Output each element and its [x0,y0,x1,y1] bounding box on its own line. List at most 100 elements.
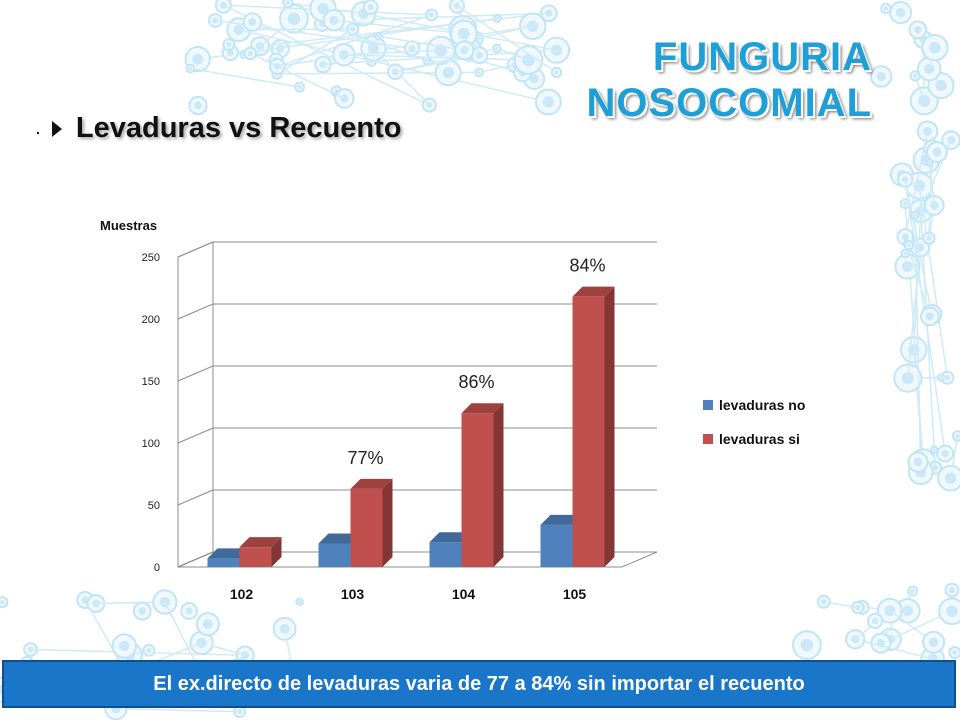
footer-banner: El ex.directo de levaduras varia de 77 a… [2,660,956,708]
x-tick-label: 104 [452,586,476,602]
bar-front [540,524,573,567]
bubble-link [115,707,240,713]
slide-title: FUNGURIA NOSOCOMIAL [586,34,872,126]
bubble-core [932,147,942,157]
bubble-core [554,70,559,75]
slide-title-line2: NOSOCOMIAL [586,81,872,125]
bar-si-103 [350,478,393,567]
bar-top [429,532,472,543]
legend-label: levaduras no [719,397,805,413]
bubble-core [901,233,909,241]
bubble-core [928,161,931,164]
footer-text: El ex.directo de levaduras varia de 77 a… [153,672,805,695]
bubble-core [367,3,374,11]
bar-si-102 [239,537,282,567]
slide-title-line1: FUNGURIA [652,35,872,79]
bubble-link [496,47,529,61]
bubble-link [333,19,464,35]
bubble-core [460,46,469,55]
bubble-core [247,50,253,56]
bubble-link [914,215,922,473]
data-label: 84% [569,256,605,276]
bubble-core [929,41,941,54]
bar-top [572,286,615,297]
x-tick-label: 102 [230,586,254,602]
bubble-core [925,312,934,321]
bubble-core [913,73,918,78]
legend-swatch [703,434,713,444]
bubble-link [378,35,465,51]
bubble-core [92,599,100,608]
bubble-link [855,638,933,660]
bubble-core [949,587,955,594]
bubble-core [317,2,329,15]
gridline-diagonal [177,551,214,568]
bubble-core [903,201,908,206]
bubble-core [913,457,923,467]
bubble-core [529,74,539,84]
data-label: 86% [458,372,494,392]
bubble-core [475,51,484,59]
bubble-core [871,617,879,625]
legend-swatch [703,400,713,410]
bar-top [207,548,250,559]
bubble-link [456,5,557,74]
gridline-diagonal [177,303,214,320]
bubble-core [138,607,147,615]
slide-subtitle: . Levaduras vs Recuento [36,112,401,145]
bubble-core [408,45,416,52]
bubble-core [276,44,285,53]
bubble-core [821,599,827,605]
gridline-diagonal [177,241,214,258]
bubble-core [285,0,290,5]
bubble-link [478,64,516,74]
bubble-core [279,623,290,634]
bar-top [540,514,583,525]
y-tick-label: 150 [142,376,160,388]
data-label: 77% [347,448,383,468]
bubble-core [202,619,213,630]
bubble-link [928,162,935,206]
bullet-dot: . [36,120,40,137]
bubble-core [542,96,554,108]
bubble-link [904,131,929,237]
bubble-core [932,448,936,452]
legend-label: levaduras si [719,431,800,447]
gridline-diagonal [177,427,214,444]
bar-front [239,547,272,567]
bubble-core [946,605,958,617]
bullet-arrow-icon [51,120,62,137]
bubble-link [343,53,529,61]
bubble-core [298,600,302,604]
bubble-link [250,52,345,100]
bubble-core [944,472,957,484]
bar-front [461,413,494,567]
bar-side [493,403,504,567]
bubble-core [192,53,204,65]
bubble-link [918,185,949,378]
bubble-link [343,49,441,56]
bubble-core [906,243,911,248]
bar-side [382,478,393,567]
bar-top [350,478,393,489]
bar-front [318,543,351,567]
bubble-core [939,376,943,379]
bar-top [239,537,282,548]
bar-side [604,286,615,567]
bubble-core [442,66,454,79]
bubble-core [883,6,889,11]
bar-front [572,296,605,567]
bar-top [461,403,504,414]
y-tick-label: 200 [142,314,160,326]
bars [207,286,615,567]
bubble-core [901,261,913,273]
y-tick-label: 0 [154,562,160,574]
bubble-core [855,604,861,611]
bubble-core [952,650,958,656]
bar-si-105 [572,286,615,567]
bubble-core [226,42,232,47]
bubble-core [185,607,193,615]
x-tick-label: 103 [341,586,365,602]
